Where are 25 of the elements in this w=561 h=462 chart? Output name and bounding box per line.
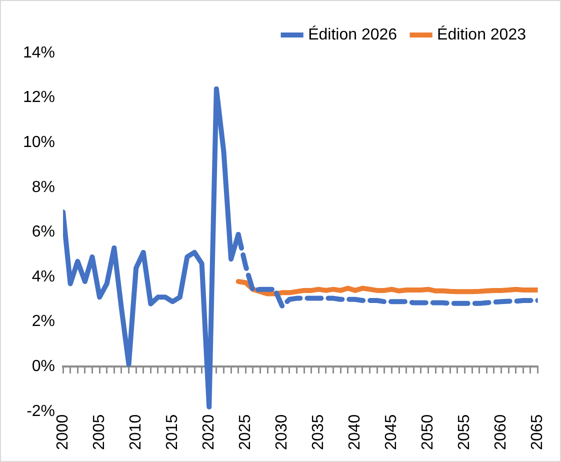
legend-label: Édition 2023 [437, 25, 526, 44]
y-tick-label: 0% [32, 358, 56, 376]
y-tick-label: 2% [32, 313, 56, 330]
x-tick-label: 2000 [54, 414, 72, 450]
x-tick-label: 2005 [90, 414, 108, 450]
x-tick-label: 2065 [529, 414, 546, 450]
x-tick-label: 2015 [164, 414, 181, 450]
y-tick-label: 4% [32, 268, 56, 286]
y-tick-label: 8% [32, 178, 56, 196]
x-tick-label: 2055 [456, 414, 474, 450]
x-tick-label: 2030 [274, 414, 291, 450]
legend-label: Édition 2026 [308, 25, 398, 44]
y-tick-label: 12% [22, 89, 56, 106]
x-tick-label: 2025 [237, 414, 254, 450]
x-tick-label: 2010 [127, 414, 144, 450]
y-tick-label: 14% [22, 44, 56, 62]
y-tick-label: 6% [32, 224, 56, 241]
y-tick-label: -2% [26, 402, 56, 420]
x-tick-label: 2040 [346, 414, 364, 450]
x-tick-label: 2020 [200, 414, 218, 450]
x-tick-label: 2060 [492, 414, 510, 450]
x-tick-label: 2050 [420, 414, 437, 450]
x-tick-label: 2035 [310, 414, 328, 450]
x-tick-label: 2045 [383, 414, 400, 450]
y-tick-label: 10% [22, 134, 56, 152]
